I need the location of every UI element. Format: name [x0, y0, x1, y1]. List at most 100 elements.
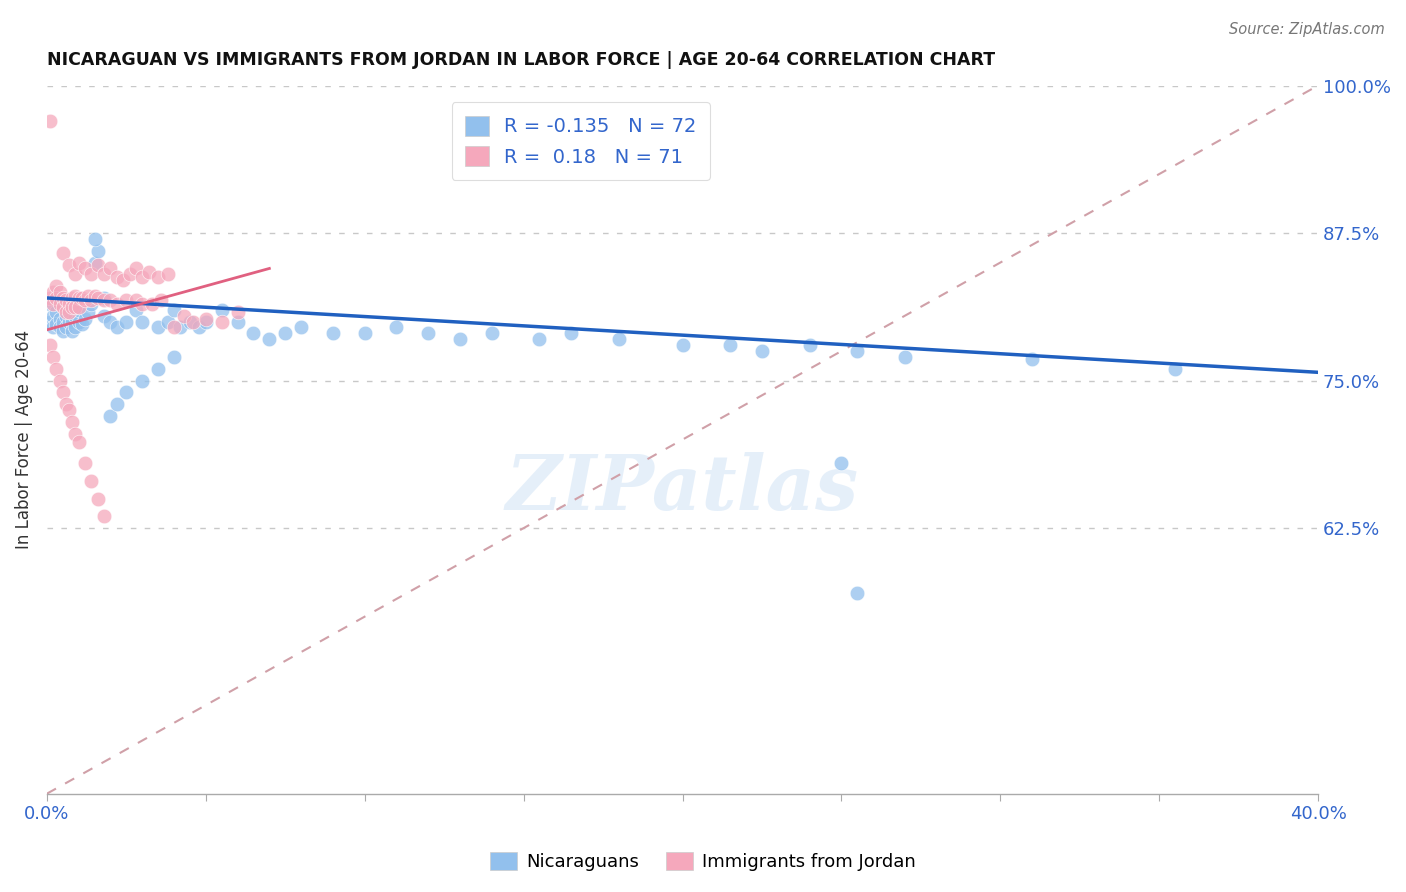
Point	[67, 434, 90, 449]
Point	[138, 265, 160, 279]
Point	[169, 320, 191, 334]
Point	[52, 385, 75, 400]
Point	[65, 301, 87, 315]
Point	[105, 397, 128, 411]
Point	[60, 301, 83, 315]
Point	[58, 315, 80, 329]
Point	[830, 456, 852, 470]
Point	[226, 305, 249, 319]
Point	[118, 268, 141, 282]
Point	[45, 317, 67, 331]
Point	[83, 255, 105, 269]
Point	[48, 297, 70, 311]
Point	[146, 269, 169, 284]
Point	[115, 385, 138, 400]
Point	[55, 397, 77, 411]
Text: NICARAGUAN VS IMMIGRANTS FROM JORDAN IN LABOR FORCE | AGE 20-64 CORRELATION CHAR: NICARAGUAN VS IMMIGRANTS FROM JORDAN IN …	[46, 51, 995, 69]
Point	[60, 315, 83, 329]
Point	[163, 350, 186, 364]
Point	[115, 293, 138, 308]
Point	[39, 338, 62, 352]
Point	[52, 246, 75, 260]
Point	[718, 338, 741, 352]
Point	[799, 338, 821, 352]
Point	[131, 269, 153, 284]
Text: ZIPatlas: ZIPatlas	[506, 452, 859, 526]
Point	[87, 291, 110, 305]
Point	[73, 312, 96, 326]
Point	[529, 332, 551, 346]
Point	[39, 297, 62, 311]
Y-axis label: In Labor Force | Age 20-64: In Labor Force | Age 20-64	[15, 330, 32, 549]
Point	[42, 309, 65, 323]
Point	[607, 332, 630, 346]
Point	[39, 315, 62, 329]
Point	[100, 315, 122, 329]
Point	[83, 288, 105, 302]
Point	[751, 344, 773, 359]
Point	[141, 297, 163, 311]
Point	[48, 374, 70, 388]
Point	[48, 312, 70, 326]
Point	[60, 415, 83, 429]
Point	[52, 291, 75, 305]
Point	[179, 315, 201, 329]
Point	[100, 293, 122, 308]
Point	[173, 309, 195, 323]
Point	[83, 232, 105, 246]
Point	[163, 302, 186, 317]
Point	[211, 302, 233, 317]
Point	[67, 301, 90, 315]
Point	[112, 273, 135, 287]
Point	[188, 320, 211, 334]
Point	[93, 309, 115, 323]
Point	[77, 288, 100, 302]
Point	[385, 320, 408, 334]
Point	[39, 114, 62, 128]
Point	[67, 302, 90, 317]
Point	[58, 305, 80, 319]
Point	[48, 285, 70, 299]
Point	[67, 291, 90, 305]
Point	[181, 315, 204, 329]
Point	[163, 320, 186, 334]
Point	[58, 258, 80, 272]
Point	[52, 301, 75, 315]
Point	[65, 268, 87, 282]
Point	[42, 297, 65, 311]
Point	[671, 338, 693, 352]
Legend: Nicaraguans, Immigrants from Jordan: Nicaraguans, Immigrants from Jordan	[482, 845, 924, 879]
Point	[846, 344, 869, 359]
Point	[87, 244, 110, 258]
Point	[60, 324, 83, 338]
Point	[449, 332, 471, 346]
Point	[93, 291, 115, 305]
Point	[65, 288, 87, 302]
Point	[353, 326, 375, 341]
Point	[290, 320, 312, 334]
Point	[77, 305, 100, 319]
Point	[42, 285, 65, 299]
Point	[45, 279, 67, 293]
Point	[274, 326, 297, 341]
Point	[100, 409, 122, 423]
Point	[93, 293, 115, 308]
Point	[105, 269, 128, 284]
Point	[42, 320, 65, 334]
Point	[58, 302, 80, 317]
Point	[65, 426, 87, 441]
Point	[259, 332, 281, 346]
Point	[1164, 361, 1187, 376]
Point	[131, 297, 153, 311]
Point	[52, 315, 75, 329]
Point	[322, 326, 344, 341]
Point	[894, 350, 917, 364]
Point	[418, 326, 440, 341]
Point	[105, 297, 128, 311]
Point	[45, 361, 67, 376]
Point	[58, 297, 80, 311]
Point	[560, 326, 582, 341]
Point	[45, 305, 67, 319]
Point	[80, 297, 103, 311]
Point	[65, 309, 87, 323]
